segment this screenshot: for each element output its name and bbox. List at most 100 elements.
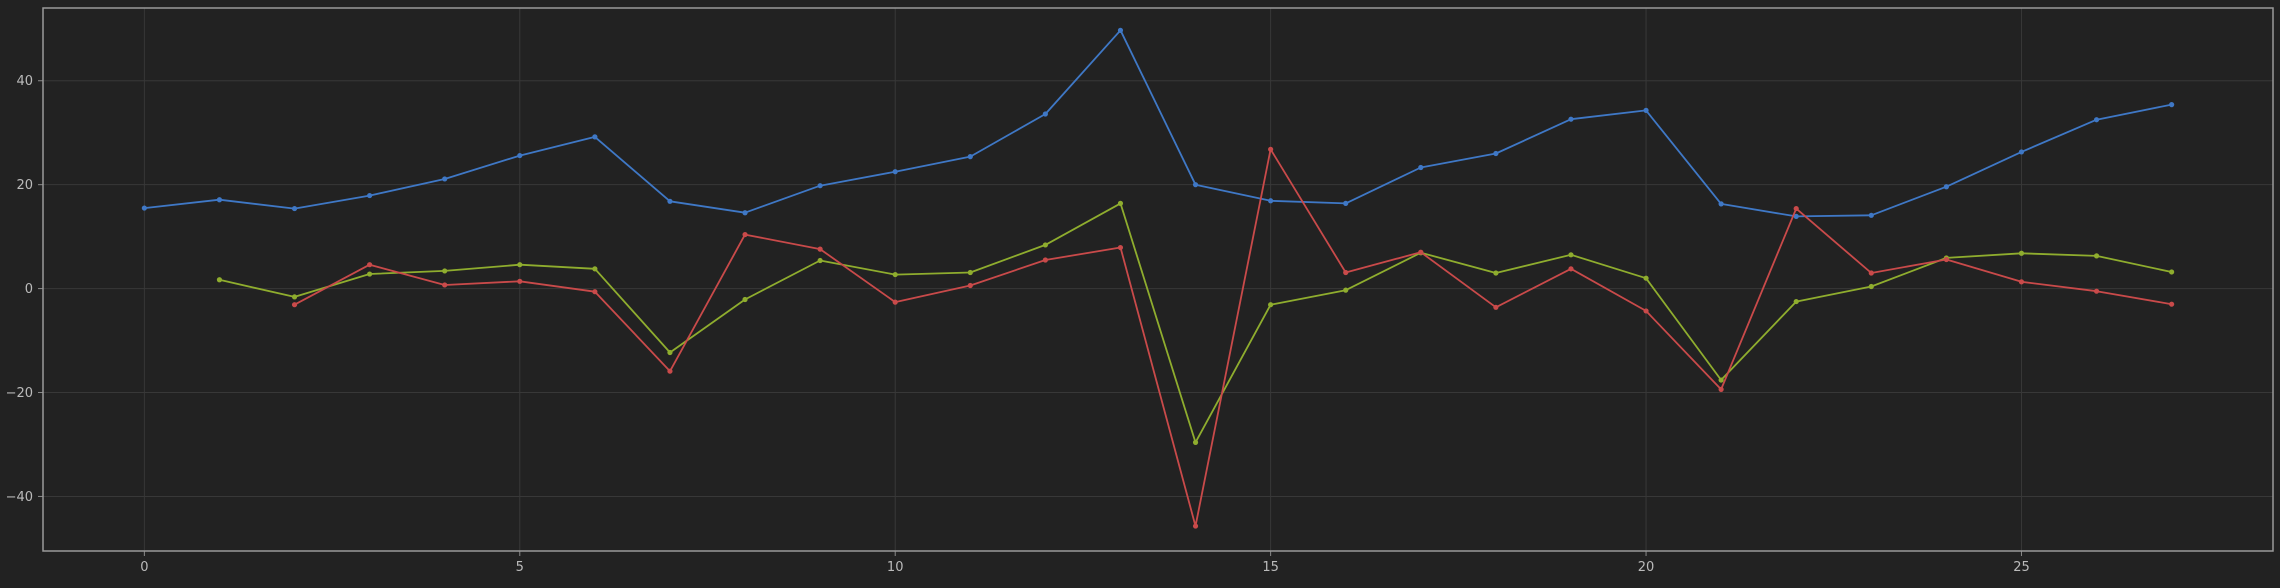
data-point xyxy=(1192,439,1199,445)
y-tick-label: 0 xyxy=(25,282,33,297)
y-tick-label: 20 xyxy=(16,178,33,193)
data-point xyxy=(1718,377,1724,383)
data-point xyxy=(1718,201,1724,207)
data-point xyxy=(592,266,598,272)
data-point xyxy=(1343,200,1349,206)
data-point xyxy=(1493,270,1499,276)
data-point xyxy=(517,278,523,284)
series-line xyxy=(144,29,2172,218)
data-point xyxy=(592,134,598,140)
data-point xyxy=(517,152,523,159)
data-point xyxy=(1568,252,1574,258)
data-point xyxy=(1568,116,1574,122)
data-point xyxy=(667,368,673,374)
data-point xyxy=(216,277,223,283)
plot-frame xyxy=(42,7,2274,552)
series-2 xyxy=(291,146,2175,529)
data-point xyxy=(1117,27,1124,33)
data-point xyxy=(1568,266,1574,272)
data-point xyxy=(1868,283,1874,290)
data-point xyxy=(742,231,748,238)
data-point xyxy=(1268,146,1274,152)
data-point xyxy=(1042,257,1048,263)
data-point xyxy=(667,198,673,204)
data-point xyxy=(1868,270,1874,276)
data-point xyxy=(892,299,898,305)
data-point xyxy=(967,154,973,160)
data-point xyxy=(1192,182,1199,188)
data-point xyxy=(2018,250,2025,256)
data-point xyxy=(1793,213,1799,219)
data-point xyxy=(442,268,448,274)
data-point xyxy=(817,246,823,252)
data-point xyxy=(1268,302,1274,308)
data-point xyxy=(1117,244,1124,251)
data-point xyxy=(967,269,973,276)
data-point xyxy=(2169,102,2175,108)
data-point xyxy=(291,294,298,300)
data-point xyxy=(2093,288,2100,294)
data-point xyxy=(892,169,898,175)
x-tick-label: 5 xyxy=(516,560,524,575)
data-point xyxy=(517,262,523,268)
grid-lines xyxy=(43,8,2273,551)
data-point xyxy=(2169,301,2175,307)
data-point xyxy=(1793,298,1799,305)
data-point xyxy=(1943,256,1949,263)
series-1 xyxy=(216,200,2175,445)
data-point xyxy=(1343,287,1349,293)
data-point xyxy=(1943,184,1949,190)
x-tick-label: 15 xyxy=(1262,560,1279,575)
data-point xyxy=(1643,275,1649,281)
data-point xyxy=(1718,386,1724,392)
data-point xyxy=(2018,149,2025,155)
data-point xyxy=(2093,253,2100,259)
data-point xyxy=(216,197,223,203)
data-point xyxy=(1493,150,1499,157)
data-point xyxy=(442,176,448,182)
x-tick-label: 25 xyxy=(2013,560,2030,575)
data-point xyxy=(367,271,373,277)
data-point xyxy=(1268,198,1274,204)
data-point xyxy=(592,289,598,295)
x-tick-label: 10 xyxy=(887,560,904,575)
series-0 xyxy=(141,27,2175,219)
data-point xyxy=(291,302,298,308)
y-tick-label: −40 xyxy=(6,490,33,505)
data-point xyxy=(1418,164,1424,171)
x-tick-label: 20 xyxy=(1638,560,1655,575)
data-point xyxy=(291,205,298,212)
data-point xyxy=(967,282,973,289)
axis-ticks: 0 5 10 15 20 25 −40 −20 0 20 40 xyxy=(6,74,2030,575)
data-point xyxy=(1418,249,1424,255)
data-point xyxy=(141,205,147,211)
data-point xyxy=(442,282,448,288)
data-point xyxy=(1868,212,1874,218)
data-point xyxy=(2169,269,2175,275)
data-point xyxy=(367,192,373,199)
data-point xyxy=(2018,279,2025,285)
data-point xyxy=(367,262,373,268)
data-point xyxy=(1793,205,1799,212)
data-point xyxy=(667,349,673,356)
data-point xyxy=(817,257,823,264)
series-line xyxy=(294,148,2172,527)
series-line xyxy=(219,202,2172,444)
data-point xyxy=(817,183,823,189)
data-point xyxy=(1042,111,1048,117)
data-point xyxy=(892,271,898,278)
data-point xyxy=(1192,523,1199,529)
data-point xyxy=(1042,242,1048,248)
data-point xyxy=(1643,107,1649,113)
data-point xyxy=(1117,200,1124,206)
y-tick-label: −20 xyxy=(6,386,33,401)
series-lines xyxy=(141,27,2175,529)
data-point xyxy=(1493,304,1499,310)
data-point xyxy=(742,210,748,216)
data-point xyxy=(2093,117,2100,123)
data-point xyxy=(1643,308,1649,314)
y-tick-label: 40 xyxy=(16,74,33,89)
data-point xyxy=(1343,269,1349,276)
